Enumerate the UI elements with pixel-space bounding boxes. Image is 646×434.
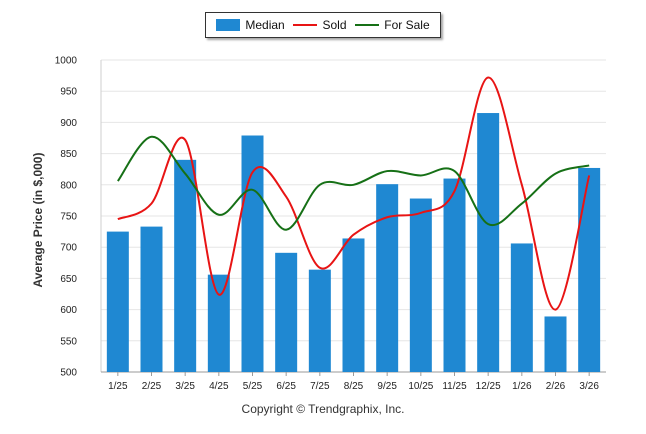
y-tick-label: 650 bbox=[60, 274, 77, 285]
y-tick-label: 1000 bbox=[55, 56, 78, 67]
legend-swatch-median bbox=[216, 19, 241, 31]
x-tick-label: 3/25 bbox=[175, 381, 195, 392]
legend: Median Sold For Sale bbox=[205, 12, 441, 38]
x-tick-label: 11/25 bbox=[442, 381, 467, 392]
y-tick-label: 850 bbox=[60, 149, 77, 160]
y-tick-label: 750 bbox=[60, 212, 77, 223]
x-tick-label: 8/25 bbox=[344, 381, 364, 392]
x-tick-label: 4/25 bbox=[209, 381, 229, 392]
median-bar bbox=[409, 198, 432, 372]
median-bar bbox=[140, 226, 163, 372]
y-tick-label: 500 bbox=[60, 368, 77, 379]
legend-label-for-sale: For Sale bbox=[384, 18, 430, 32]
median-bar bbox=[342, 238, 365, 372]
y-axis-title: Average Price (in $,000) bbox=[31, 153, 45, 288]
x-tick-label: 2/26 bbox=[546, 381, 566, 392]
legend-item-for-sale[interactable]: For Sale bbox=[355, 18, 430, 32]
median-bar bbox=[106, 231, 129, 372]
y-tick-label: 800 bbox=[60, 180, 77, 191]
median-bar bbox=[544, 316, 567, 372]
legend-swatch-for-sale bbox=[355, 24, 380, 26]
x-tick-label: 1/26 bbox=[512, 381, 532, 392]
x-tick-label: 9/25 bbox=[377, 381, 397, 392]
sold-line bbox=[117, 76, 591, 311]
for-sale-line bbox=[117, 135, 590, 231]
legend-label-median: Median bbox=[245, 18, 285, 32]
legend-item-median[interactable]: Median bbox=[216, 18, 285, 32]
x-tick-label: 2/25 bbox=[142, 381, 162, 392]
x-tick-label: 10/25 bbox=[408, 381, 433, 392]
x-tick-label: 6/25 bbox=[276, 381, 296, 392]
median-bar bbox=[308, 269, 331, 372]
median-bar bbox=[376, 184, 399, 372]
y-tick-label: 700 bbox=[60, 243, 77, 254]
x-tick-label: 5/25 bbox=[243, 381, 263, 392]
median-bar bbox=[510, 243, 533, 372]
x-tick-label: 7/25 bbox=[310, 381, 330, 392]
x-tick-label: 1/25 bbox=[108, 381, 128, 392]
y-tick-label: 950 bbox=[60, 87, 77, 98]
legend-label-sold: Sold bbox=[322, 18, 347, 32]
median-bar bbox=[275, 252, 298, 372]
median-bar bbox=[207, 274, 230, 372]
median-bar bbox=[578, 167, 601, 372]
median-bar bbox=[174, 159, 197, 372]
median-bar bbox=[443, 178, 466, 372]
median-bar bbox=[477, 113, 500, 372]
legend-swatch-sold bbox=[293, 24, 318, 26]
y-tick-label: 600 bbox=[60, 305, 77, 316]
legend-item-sold[interactable]: Sold bbox=[293, 18, 347, 32]
copyright-text: Copyright © Trendgraphix, Inc. bbox=[241, 402, 405, 416]
x-tick-label: 3/26 bbox=[579, 381, 599, 392]
y-tick-label: 900 bbox=[60, 118, 77, 129]
y-tick-label: 550 bbox=[60, 336, 77, 347]
x-tick-label: 12/25 bbox=[476, 381, 501, 392]
